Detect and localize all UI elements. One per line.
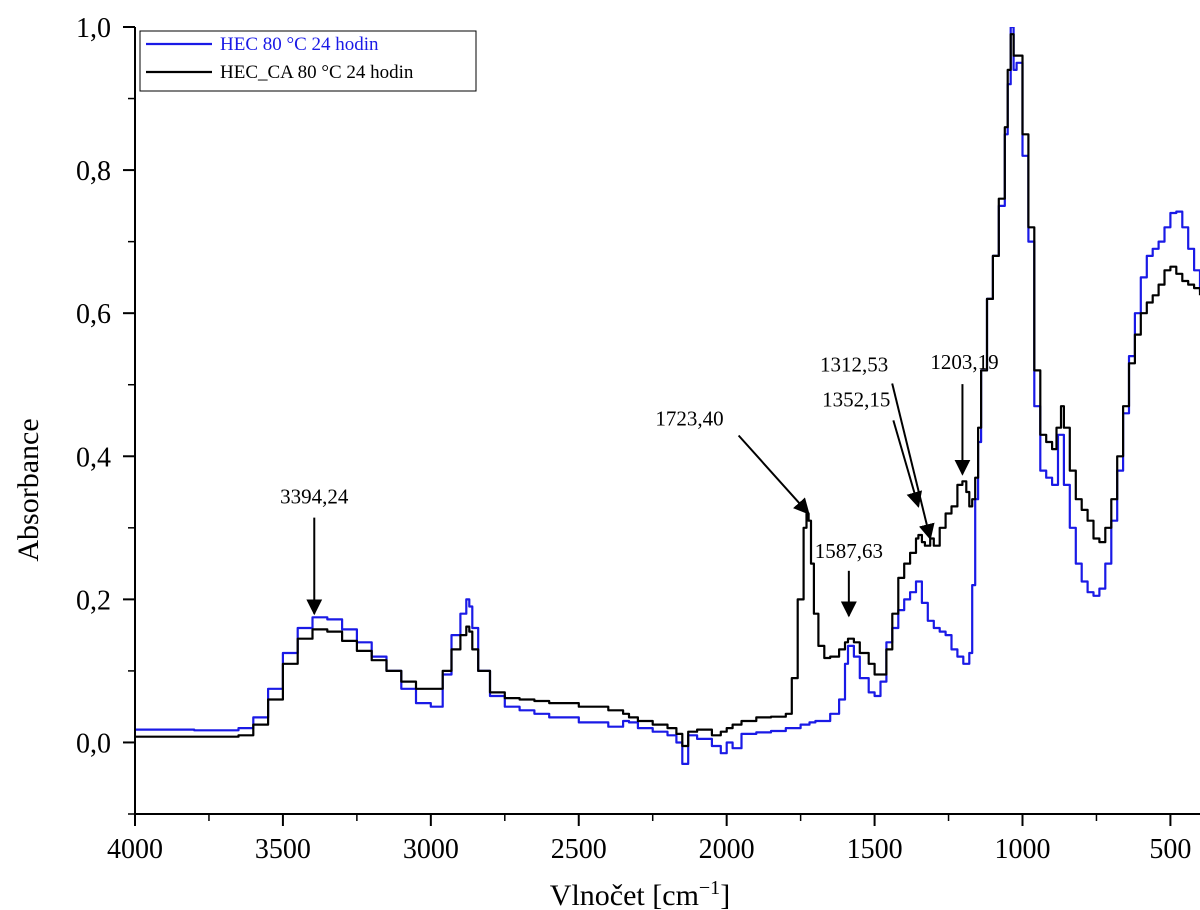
annotation-arrow bbox=[891, 383, 935, 541]
y-axis-title: Absorbance bbox=[12, 418, 45, 561]
annotation-label: 3394,24 bbox=[280, 485, 349, 509]
x-tick-label: 500 bbox=[1149, 834, 1191, 865]
y-tick-label: 1,0 bbox=[76, 13, 111, 44]
axis-titles: Absorbance Vlnočet [cm−1] bbox=[12, 418, 730, 910]
x-tick-label: 2000 bbox=[699, 834, 755, 865]
x-tick-label: 3500 bbox=[255, 834, 311, 865]
axes-layer: 4000 3500 3000 2500 2000 1500 1000 500 0,0 0,2 0,4… bbox=[76, 13, 1200, 865]
y-tick-label: 0,4 bbox=[76, 442, 111, 473]
x-axis-title-sup: −1 bbox=[699, 877, 720, 899]
annotation-arrow bbox=[892, 420, 923, 508]
x-tick-label: 1500 bbox=[847, 834, 903, 865]
y-tick-label: 0,2 bbox=[76, 585, 111, 616]
annotation-arrow bbox=[737, 434, 810, 515]
legend-box bbox=[139, 30, 477, 92]
y-tick-label: 0,6 bbox=[76, 299, 111, 330]
legend: HEC 80 °C 24 hodin HEC_CA 80 °C 24 hodin bbox=[139, 30, 477, 92]
legend-label: HEC_CA 80 °C 24 hodin bbox=[220, 62, 414, 83]
annotation-label: 1203,19 bbox=[930, 350, 998, 374]
annotation-label: 1723,40 bbox=[655, 407, 723, 431]
series-layer bbox=[135, 27, 1200, 765]
series-line-2 bbox=[135, 33, 1200, 748]
x-tick-label: 3000 bbox=[403, 834, 459, 865]
x-axis-title-end: ] bbox=[720, 879, 730, 910]
y-tick-label: 0,8 bbox=[76, 156, 111, 187]
annotation-label: 1312,53 bbox=[820, 353, 888, 377]
annotations-layer: 3394,24 1723,40 1587,63 1352,15 1312,53 1203,… bbox=[280, 350, 999, 618]
series-line-1 bbox=[135, 27, 1200, 765]
annotation-label: 1352,15 bbox=[822, 387, 890, 411]
x-axis-title-text: Vlnočet [cm bbox=[550, 879, 699, 910]
legend-label: HEC 80 °C 24 hodin bbox=[220, 34, 379, 55]
annotation-label: 1587,63 bbox=[815, 539, 883, 563]
y-tick-label: 0,0 bbox=[76, 728, 111, 759]
x-tick-label: 1000 bbox=[995, 834, 1051, 865]
x-axis-title: Vlnočet [cm−1] bbox=[550, 877, 730, 910]
x-tick-label: 4000 bbox=[107, 834, 163, 865]
x-tick-label: 2500 bbox=[551, 834, 607, 865]
